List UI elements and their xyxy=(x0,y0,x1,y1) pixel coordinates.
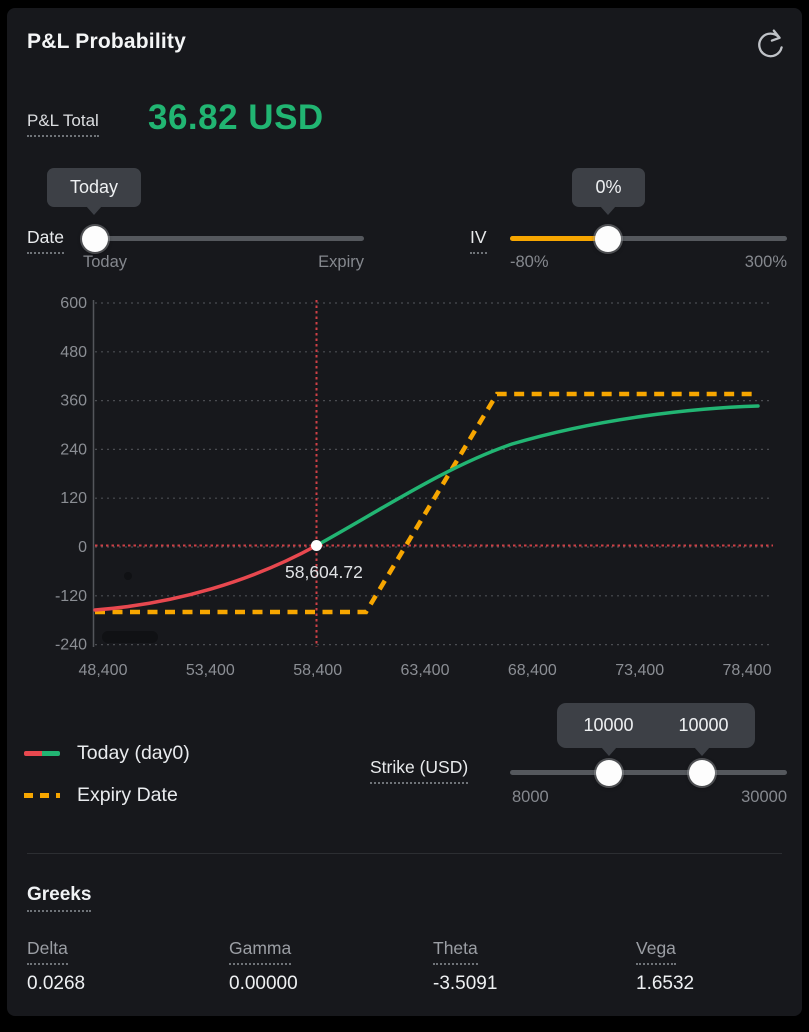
strike-slider-handle-low[interactable] xyxy=(596,760,622,786)
strike-tooltip-arrow-high xyxy=(694,747,710,756)
strike-slider-label[interactable]: Strike (USD) xyxy=(370,757,469,784)
legend-item-expiry: Expiry Date xyxy=(24,784,178,807)
legend-item-today: Today (day0) xyxy=(24,742,190,765)
greek-value-vega: 1.6532 xyxy=(636,973,695,994)
greek-label-delta[interactable]: Delta xyxy=(27,938,68,965)
date-range-max: Expiry xyxy=(318,253,364,271)
refresh-button[interactable] xyxy=(748,22,792,66)
iv-slider-label[interactable]: IV xyxy=(470,227,487,254)
strike-slider-handle-high[interactable] xyxy=(689,760,715,786)
date-tooltip-arrow xyxy=(86,206,102,215)
pnl-total-label[interactable]: P&L Total xyxy=(27,111,99,137)
panel-background xyxy=(7,8,802,1016)
date-slider-tooltip: Today xyxy=(47,168,141,215)
iv-slider-tooltip-value: 0% xyxy=(595,177,622,197)
date-slider-handle[interactable] xyxy=(82,226,108,252)
iv-tooltip-arrow xyxy=(600,206,616,215)
today-series-swatch xyxy=(24,751,60,756)
greek-value-gamma: 0.00000 xyxy=(229,973,298,994)
strike-range-max: 30000 xyxy=(741,788,787,806)
legend-label-expiry: Expiry Date xyxy=(77,784,178,806)
iv-slider-fill xyxy=(510,236,608,241)
greek-label-theta[interactable]: Theta xyxy=(433,938,478,965)
greek-value-delta: 0.0268 xyxy=(27,973,86,994)
iv-range-max: 300% xyxy=(744,253,787,271)
strike-tooltip-low: 10000 xyxy=(583,715,634,735)
refresh-icon xyxy=(758,29,783,58)
strike-tooltip-high: 10000 xyxy=(678,715,729,735)
iv-slider-tooltip: 0% xyxy=(572,168,645,215)
greek-value-theta: -3.5091 xyxy=(433,973,498,994)
greeks-title[interactable]: Greeks xyxy=(27,884,92,912)
date-slider-label[interactable]: Date xyxy=(27,227,64,254)
page-title: P&L Probability xyxy=(27,30,186,53)
strike-slider-track[interactable] xyxy=(510,770,787,775)
strike-tooltip-arrow-low xyxy=(601,747,617,756)
greek-label-vega[interactable]: Vega xyxy=(636,938,676,965)
iv-range-min: -80% xyxy=(510,253,549,271)
strike-range-min: 8000 xyxy=(512,788,549,806)
date-range-min: Today xyxy=(83,253,128,271)
expiry-series-swatch xyxy=(24,793,60,798)
pnl-total-value: 36.82 USD xyxy=(148,98,324,137)
iv-slider-handle[interactable] xyxy=(595,226,621,252)
date-slider-tooltip-value: Today xyxy=(69,177,119,197)
date-slider-track[interactable] xyxy=(83,236,364,241)
section-divider xyxy=(27,853,782,854)
legend-label-today: Today (day0) xyxy=(77,742,190,764)
iv-slider-track[interactable] xyxy=(510,236,787,241)
greek-label-gamma[interactable]: Gamma xyxy=(229,938,292,965)
strike-slider-tooltip: 10000 10000 xyxy=(557,703,755,756)
